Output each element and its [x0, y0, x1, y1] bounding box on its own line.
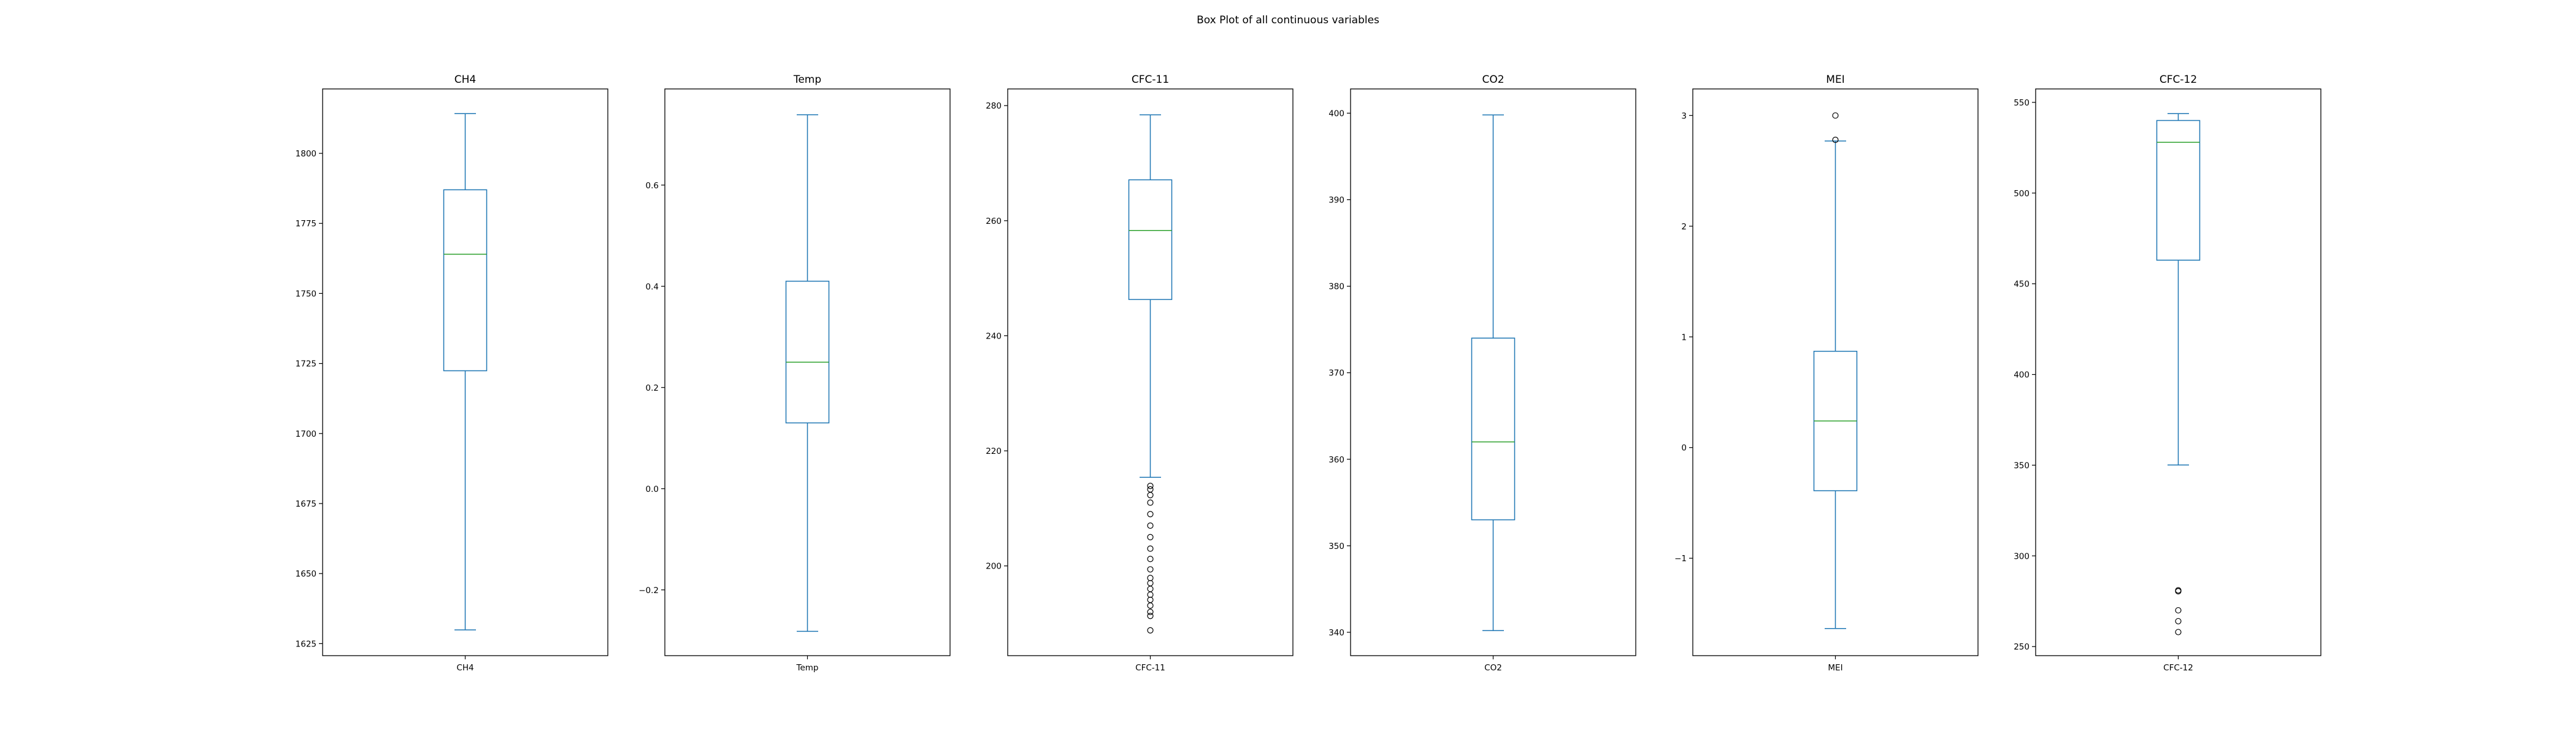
- subplot-temp: Temp −0.2 0.0 0.2 0.4 0.6 Temp: [638, 74, 951, 673]
- x-tick-label: MEI: [1828, 663, 1842, 673]
- outlier-point: [1147, 596, 1154, 604]
- y-tick-label: 350: [1328, 542, 1344, 551]
- x-tick-label: CO2: [1484, 663, 1502, 673]
- y-tick-label: 0.0: [646, 485, 659, 494]
- outlier-point: [1147, 608, 1154, 615]
- y-tick-label: 1675: [296, 499, 316, 509]
- outlier-point: [1147, 613, 1154, 619]
- y-tick-label: 340: [1328, 628, 1344, 638]
- outlier-point: [2175, 618, 2182, 624]
- y-tick-label: 1700: [296, 429, 316, 439]
- y-tick-label: 1725: [296, 359, 316, 369]
- y-tick-label: 0.2: [646, 383, 659, 393]
- outlier-point: [2175, 588, 2182, 595]
- y-tick-label: 1775: [296, 219, 316, 229]
- y-tick-label: 370: [1328, 369, 1344, 378]
- outlier-point: [1147, 483, 1154, 489]
- subplot-ch4: CH4 1625 1650 1675 1700 1725 1750 1775 1800 CH4: [296, 74, 608, 673]
- y-tick-label: −0.2: [638, 586, 659, 596]
- y-tick-label: 0.6: [646, 181, 659, 191]
- iqr-box: [2156, 120, 2201, 261]
- y-tick-label: 3: [1681, 111, 1687, 121]
- outlier-point: [1147, 534, 1154, 540]
- y-tick-label: 1650: [296, 569, 316, 579]
- y-tick-label: 1: [1681, 332, 1687, 342]
- y-tick-label: 220: [986, 447, 1002, 456]
- y-tick-label: 400: [2014, 370, 2030, 380]
- outlier-point: [1147, 522, 1154, 529]
- subplot-title: CH4: [454, 74, 476, 86]
- subplot-title: Temp: [793, 74, 821, 86]
- y-tick-label: 390: [1328, 196, 1344, 205]
- outlier-point: [1147, 492, 1154, 499]
- x-tick-label: CFC-12: [2163, 663, 2193, 673]
- subplot-title: CFC-11: [1132, 74, 1169, 86]
- iqr-box: [443, 189, 488, 372]
- subplot-title: CO2: [1482, 74, 1504, 86]
- subplot-cfc-12: CFC-12 250 300 350 400 450 500 550 CFC-12: [2014, 74, 2321, 673]
- y-tick-label: 260: [986, 217, 1002, 226]
- y-tick-label: 2: [1681, 222, 1687, 232]
- y-tick-label: 400: [1328, 109, 1344, 118]
- outlier-point: [1147, 556, 1154, 562]
- outlier-point: [1147, 486, 1154, 493]
- y-tick-label: 1800: [296, 149, 316, 159]
- outlier-point: [2175, 629, 2182, 635]
- y-tick-label: 360: [1328, 455, 1344, 465]
- y-tick-label: 200: [986, 562, 1002, 572]
- y-tick-label: −1: [1674, 554, 1687, 564]
- outlier-point: [1832, 136, 1839, 144]
- y-tick-label: 500: [2014, 189, 2030, 199]
- y-tick-label: 0: [1681, 443, 1687, 453]
- subplot-title: MEI: [1826, 74, 1844, 86]
- y-tick-label: 550: [2014, 98, 2030, 108]
- x-tick-label: CFC-11: [1135, 663, 1165, 673]
- outlier-point: [1147, 566, 1154, 573]
- y-tick-label: 280: [986, 101, 1002, 111]
- y-tick-label: 240: [986, 331, 1002, 341]
- outlier-point: [1147, 499, 1154, 506]
- outlier-point: [1147, 511, 1154, 518]
- outlier-point: [2175, 607, 2182, 614]
- y-tick-label: 1625: [296, 639, 316, 649]
- y-tick-label: 380: [1328, 282, 1344, 292]
- outlier-point: [1832, 112, 1839, 119]
- outlier-point: [1147, 545, 1154, 552]
- figure-title: Box Plot of all continuous variables: [1197, 14, 1379, 26]
- outlier-point: [1147, 627, 1154, 634]
- x-tick-label: CH4: [456, 663, 473, 673]
- subplot-title: CFC-12: [2160, 74, 2197, 86]
- y-tick-label: 250: [2014, 642, 2030, 652]
- y-tick-label: 300: [2014, 551, 2030, 561]
- outlier-point: [1147, 580, 1154, 586]
- subplot-co2: CO2 340 350 360 370 380 390 400 CO2: [1328, 74, 1636, 673]
- y-tick-label: 450: [2014, 280, 2030, 289]
- outlier-point: [1147, 602, 1154, 609]
- iqr-box: [1471, 337, 1516, 521]
- y-tick-label: 1750: [296, 289, 316, 299]
- outlier-point: [1147, 575, 1154, 581]
- subplots: CH4 1625 1650 1675 1700 1725 1750 1775 1800 CH4 Te…: [296, 74, 2321, 673]
- y-tick-label: 350: [2014, 461, 2030, 470]
- subplot-cfc-11: CFC-11 200 220 240 260 280 CFC-11: [986, 74, 1294, 673]
- iqr-box: [785, 280, 830, 424]
- outlier-point: [1147, 586, 1154, 592]
- subplot-mei: MEI −1 0 1 2 3 MEI: [1674, 74, 1979, 673]
- y-tick-label: 0.4: [646, 282, 659, 292]
- outlier-point: [1147, 591, 1154, 598]
- iqr-box: [1128, 179, 1173, 301]
- x-tick-label: Temp: [796, 663, 819, 673]
